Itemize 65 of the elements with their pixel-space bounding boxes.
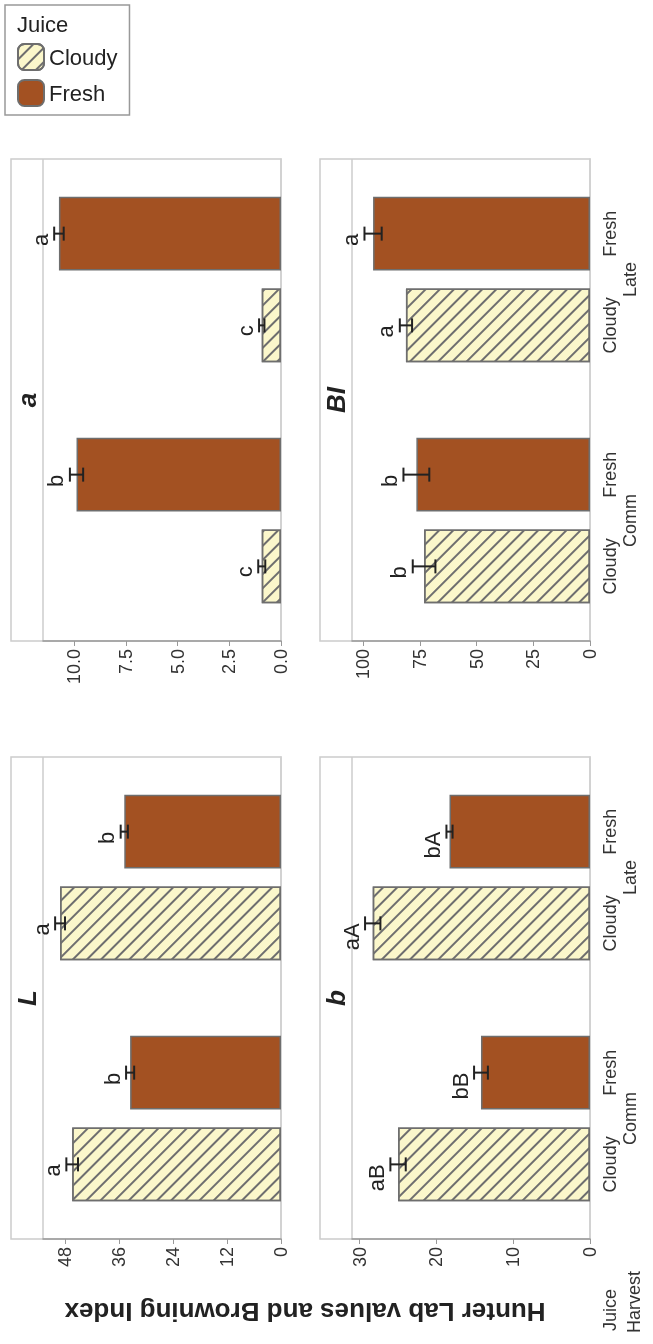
x-tick-label: 2.5 [219,649,240,675]
legend-label: Fresh [49,80,106,106]
data-label: a [27,232,53,246]
x-tick-label: 24 [163,1247,184,1268]
text: Fresh [600,1049,620,1096]
data-label: b [99,1072,125,1085]
data-label: b [43,474,69,487]
x-tick-label: 25 [523,649,544,670]
bar [449,794,590,869]
x-tick-label: 30 [349,1247,370,1268]
x-tick-label: 75 [410,649,430,670]
text: L [12,990,42,1006]
y-axis-title: Harvest [624,1270,644,1333]
x-tick-label: 0.0 [271,649,291,675]
x-tick-label: 5.0 [167,649,188,675]
data-label: bA [419,831,445,859]
text: Fresh [600,808,620,855]
text: b [321,989,351,1006]
x-tick-label: 20 [426,1247,447,1268]
legend-label: Cloudy [49,44,118,70]
data-label: b [386,566,412,579]
bar [416,437,590,512]
text: Fresh [600,451,620,498]
text: Cloudy [600,1136,620,1193]
data-label: a [373,324,399,338]
data-label: a [337,232,363,246]
y-tick-label: Late [620,859,640,896]
data-label: c [231,566,257,578]
data-label: a [28,922,54,936]
x-tick-label: 100 [353,649,374,680]
data-label: a [39,1163,65,1177]
x-axis-title: Hunter Lab values and Browning Index [64,1297,546,1327]
text: Cloudy [600,297,620,354]
data-label: c [232,325,258,337]
text: BI [321,386,351,413]
x-tick-label: 0 [580,649,600,660]
x-tick-label: 0 [271,1247,291,1258]
text: Fresh [600,210,620,257]
legend-title: Juice [17,11,69,37]
x-tick-label: 36 [109,1247,130,1268]
text: Cloudy [600,538,620,595]
data-label: b [94,831,120,844]
bar [76,437,281,512]
data-label: bB [447,1072,473,1100]
data-label: aA [338,923,364,951]
bar [124,794,281,869]
x-tick-label: 7.5 [115,649,136,675]
y-tick-label: Comm [620,494,640,547]
x-tick-label: 0 [580,1247,600,1258]
x-tick-label: 12 [217,1247,238,1268]
bar [480,1035,590,1110]
text: Cloudy [600,895,620,952]
bar [58,196,281,271]
y-tick-label: Late [620,261,640,298]
text: Juice [600,1288,620,1331]
bar [373,196,590,271]
data-label: aB [363,1164,389,1192]
y-tick-label: Comm [620,1092,640,1145]
bar [130,1035,281,1110]
x-tick-label: 10.0 [64,649,85,685]
x-tick-label: 48 [55,1247,76,1268]
text: a [12,392,42,408]
data-label: b [376,474,402,487]
x-tick-label: 10 [503,1247,524,1268]
x-tick-label: 50 [466,649,487,670]
